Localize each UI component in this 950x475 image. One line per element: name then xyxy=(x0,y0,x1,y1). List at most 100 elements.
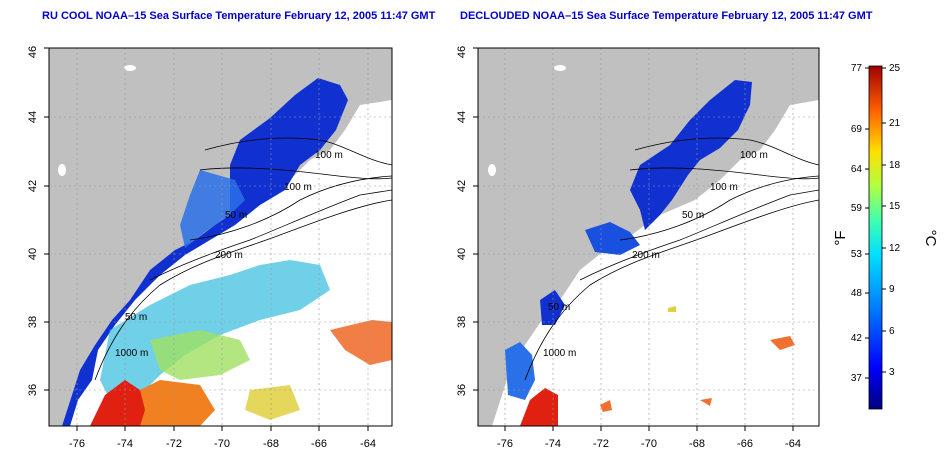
left-contour-line xyxy=(199,167,392,180)
left-contour-label: 50 m xyxy=(225,210,247,221)
right-y-tick-marks xyxy=(473,47,478,391)
fahrenheit-unit-label: °F xyxy=(832,230,849,245)
right-cold-coastal xyxy=(505,342,535,400)
right-cold-water xyxy=(630,80,752,230)
colorbar-c-label: 21 xyxy=(889,118,901,129)
right-land-coast xyxy=(478,48,819,426)
left-contour-label: 200 m xyxy=(215,250,243,261)
colorbar-f-label: 48 xyxy=(851,288,863,299)
left-contour-label: 100 m xyxy=(284,182,312,193)
left-x-tick-label: -74 xyxy=(117,438,133,450)
colorbar-f-label: 69 xyxy=(851,124,863,135)
left-y-tick-label: 38 xyxy=(27,316,39,328)
right-contour-label: 200 m xyxy=(632,250,660,261)
left-offshore-warm xyxy=(330,320,392,365)
right-lake xyxy=(554,65,566,71)
left-y-tick-marks xyxy=(44,47,49,391)
left-y-axis: 36 38 40 42 44 46 xyxy=(27,46,49,396)
colorbar-c-label: 12 xyxy=(889,243,901,254)
right-y-tick-label: 44 xyxy=(456,111,468,123)
right-y-tick-label: 38 xyxy=(456,316,468,328)
left-x-tick-label: -76 xyxy=(69,438,85,450)
left-lake xyxy=(124,65,136,71)
colorbar-c-label: 6 xyxy=(889,326,895,337)
left-warm-speckle xyxy=(150,330,250,380)
right-x-tick-label: -68 xyxy=(689,438,705,450)
left-x-tick-label: -72 xyxy=(166,438,182,450)
left-contour-line xyxy=(189,175,392,241)
colorbar-f-label: 64 xyxy=(851,164,863,175)
colorbar-f-label: 59 xyxy=(851,203,863,214)
right-contour-label: 1000 m xyxy=(543,348,576,359)
colorbar-gradient xyxy=(868,65,883,410)
left-contour-labels: 100 m 100 m 200 m 50 m 1000 m 50 m xyxy=(115,150,343,359)
right-y-tick-label: 40 xyxy=(456,248,468,260)
right-x-tick-label: -70 xyxy=(641,438,657,450)
left-x-tick-label: -70 xyxy=(214,438,230,450)
right-yellow-dot xyxy=(668,306,676,312)
temperature-colorbar: 77 69 64 59 53 48 42 37 25 21 18 15 12 9… xyxy=(832,63,939,410)
left-contour-label: 100 m xyxy=(315,150,343,161)
right-grid xyxy=(478,48,819,426)
right-map-title: DECLOUDED NOAA–15 Sea Surface Temperatur… xyxy=(460,10,873,22)
colorbar-f-label: 37 xyxy=(851,373,863,384)
colorbar-f-label: 42 xyxy=(851,333,863,344)
colorbar-f-label: 77 xyxy=(851,63,863,74)
left-contour-line xyxy=(149,189,392,281)
left-y-tick-label: 42 xyxy=(27,180,39,192)
colorbar-f-label: 53 xyxy=(851,249,863,260)
left-bathymetry-contours xyxy=(94,137,392,381)
right-red-water xyxy=(520,388,558,426)
right-y-tick-label: 36 xyxy=(456,384,468,396)
right-bathymetry-contours xyxy=(524,137,819,381)
right-contour-line xyxy=(634,137,819,166)
right-y-axis: 36 38 40 42 44 46 xyxy=(456,46,478,396)
right-contour-label: 100 m xyxy=(710,182,738,193)
right-orange-dots xyxy=(600,336,795,412)
left-map-title: RU COOL NOAA–15 Sea Surface Temperature … xyxy=(42,10,436,22)
left-lake xyxy=(58,164,66,176)
colorbar-c-label: 18 xyxy=(889,160,901,171)
right-contour-label: 100 m xyxy=(740,150,768,161)
right-contour-line xyxy=(629,167,819,180)
left-contour-label: 50 m xyxy=(125,312,147,323)
left-x-tick-label: -64 xyxy=(360,438,376,450)
right-x-tick-marks xyxy=(504,426,794,431)
left-contour-line xyxy=(94,199,392,381)
right-contour-labels: 100 m 100 m 200 m 50 m 1000 m 50 m xyxy=(543,150,768,359)
right-cold-patch xyxy=(585,222,640,255)
left-x-tick-label: -68 xyxy=(263,438,279,450)
left-offshore-yellow xyxy=(245,385,300,420)
left-y-tick-label: 36 xyxy=(27,384,39,396)
left-sst-map: 100 m 100 m 200 m 50 m 1000 m 50 m xyxy=(49,48,392,426)
left-y-tick-label: 44 xyxy=(27,111,39,123)
left-cool-water xyxy=(180,170,245,248)
right-contour-line xyxy=(619,175,819,241)
left-y-tick-label: 40 xyxy=(27,248,39,260)
right-contour-line xyxy=(524,199,819,381)
colorbar-c-label: 3 xyxy=(889,367,895,378)
left-map-frame xyxy=(48,47,393,427)
left-grid xyxy=(49,48,392,426)
right-x-axis: -76 -74 -72 -70 -68 -66 -64 xyxy=(497,426,801,450)
right-contour-line xyxy=(579,189,819,281)
left-cold-water xyxy=(62,78,348,426)
colorbar-c-label: 15 xyxy=(889,201,901,212)
celsius-unit-label: °C xyxy=(922,230,939,247)
right-y-tick-label: 46 xyxy=(456,46,468,58)
right-sst-map: 100 m 100 m 200 m 50 m 1000 m 50 m xyxy=(478,48,819,426)
right-x-tick-label: -64 xyxy=(785,438,801,450)
colorbar-tick-marks xyxy=(865,67,886,379)
left-red-water xyxy=(90,380,145,426)
left-contour-label: 1000 m xyxy=(115,348,148,359)
right-contour-label: 50 m xyxy=(548,302,570,313)
right-contour-label: 50 m xyxy=(682,210,704,221)
right-lake xyxy=(488,164,496,176)
colorbar-c-label: 25 xyxy=(889,63,901,74)
right-x-tick-label: -72 xyxy=(593,438,609,450)
right-cold-band xyxy=(540,290,565,325)
left-x-axis: -76 -74 -72 -70 -68 -66 -64 xyxy=(69,426,376,450)
right-y-tick-label: 42 xyxy=(456,180,468,192)
left-mid-water xyxy=(100,260,330,400)
left-contour-line xyxy=(204,137,392,166)
